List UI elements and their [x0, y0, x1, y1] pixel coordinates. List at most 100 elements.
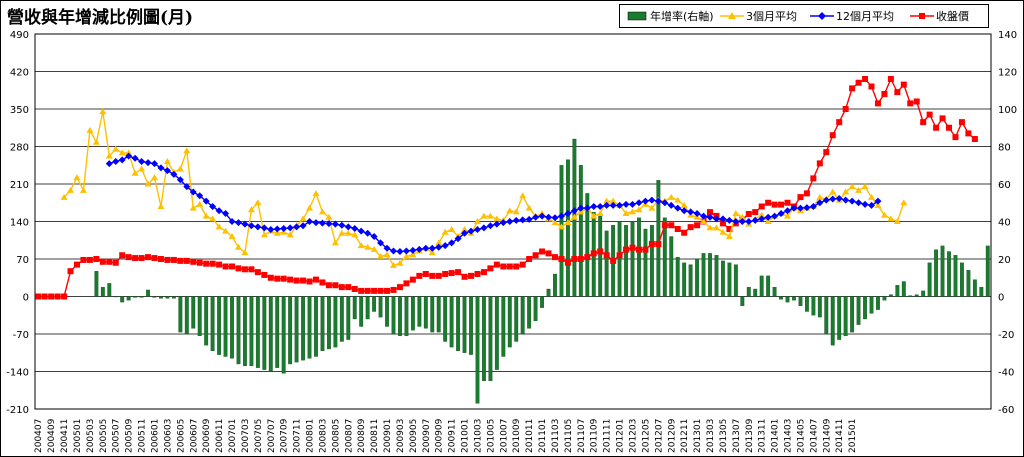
avg-12m-point [784, 207, 792, 215]
close-price-point [235, 265, 242, 272]
right-axis-tick: 0 [998, 293, 1004, 304]
close-price-point [648, 241, 655, 247]
avg-3m-point [228, 233, 236, 239]
yoy-bar [546, 288, 551, 297]
yoy-bar [191, 296, 196, 329]
avg-12m-point [725, 216, 733, 224]
x-axis-tick: 200801 [306, 419, 316, 453]
x-axis-tick: 200605 [176, 419, 186, 453]
yoy-bar [204, 296, 209, 346]
close-price-point [461, 273, 468, 280]
close-price-point [306, 278, 313, 285]
close-price-point [551, 254, 558, 261]
close-price-point [480, 269, 487, 276]
avg-3m-point [99, 108, 107, 115]
avg-12m-point [700, 212, 708, 220]
avg-3m-point [738, 213, 746, 220]
yoy-bar [927, 262, 932, 297]
yoy-bar [688, 264, 693, 297]
yoy-bar [721, 260, 725, 297]
yoy-bar [733, 264, 738, 297]
avg-3m-point [325, 213, 333, 220]
avg-12m-point [351, 224, 359, 232]
yoy-bar [333, 296, 338, 348]
avg-12m-point [583, 204, 591, 212]
yoy-bar [585, 193, 590, 297]
close-price-point [849, 85, 856, 92]
avg-3m-point [86, 126, 94, 133]
x-axis-tick: 200709 [280, 418, 290, 453]
yoy-bar [643, 228, 648, 297]
avg-12m-point [306, 218, 314, 225]
avg-3m-point [861, 183, 869, 190]
yoy-bar [753, 288, 758, 297]
yoy-bar [281, 296, 286, 374]
yoy-bar [197, 296, 202, 337]
close-price-point [668, 222, 675, 229]
x-axis-tick: 200411 [60, 419, 70, 453]
avg-12m-point [680, 207, 688, 215]
avg-3m-point [609, 197, 617, 204]
x-axis-tick: 201009 [512, 418, 522, 453]
yoy-bar [662, 217, 667, 297]
avg-12m-point [222, 209, 230, 217]
yoy-bar [469, 296, 473, 355]
close-price-point [48, 293, 55, 300]
avg-12m-point [112, 158, 120, 165]
close-price-point [319, 279, 326, 286]
avg-12m-point [732, 218, 740, 225]
avg-12m-point [603, 201, 611, 209]
x-axis-tick: 200901 [383, 419, 393, 453]
avg-3m-point [764, 218, 772, 224]
avg-3m-point [648, 204, 656, 211]
close-price-point [86, 256, 93, 263]
avg-12m-point [286, 224, 294, 232]
avg-12m-point [654, 197, 662, 205]
x-axis-tick: 200603 [163, 419, 173, 453]
avg-3m-point [254, 199, 262, 206]
yoy-bar [301, 296, 305, 361]
close-price-point [216, 261, 223, 268]
avg-3m-point [306, 204, 314, 211]
avg-3m-point [473, 218, 481, 224]
yoy-bar [727, 262, 732, 297]
close-price-point [881, 91, 888, 97]
yoy-bar [856, 296, 861, 325]
avg-3m-point [706, 224, 714, 231]
avg-3m-point [222, 227, 230, 234]
avg-3m-point [712, 224, 720, 231]
close-price-point [971, 136, 978, 142]
avg-12m-point [422, 244, 430, 252]
yoy-bar [443, 296, 448, 342]
close-price-point [694, 222, 701, 229]
close-price-point [409, 276, 416, 283]
yoy-bar [230, 296, 234, 359]
yoy-bar [876, 296, 880, 310]
avg-12m-point [105, 160, 113, 168]
avg-3m-point [842, 188, 850, 195]
right-axis-tick: 80 [998, 143, 1011, 154]
avg-12m-point [493, 220, 501, 228]
yoy-bar [966, 270, 971, 297]
avg-12m-point [667, 201, 675, 209]
avg-12m-point [861, 200, 869, 208]
yoy-bar [837, 296, 842, 340]
close-price-point [958, 119, 965, 126]
right-axis-tick: 100 [998, 105, 1017, 116]
close-price-point [758, 203, 765, 210]
avg-3m-point [144, 180, 152, 187]
x-axis-tick: 201003 [473, 419, 483, 453]
yoy-bar [617, 221, 622, 297]
left-axis-tick: -70 [13, 330, 29, 341]
avg-3m-point [622, 209, 630, 216]
right-axis-tick: -40 [998, 368, 1014, 379]
close-price-point [80, 256, 87, 263]
left-axis-tick: -140 [6, 368, 29, 379]
avg-12m-point [745, 218, 753, 225]
close-price-point [196, 259, 203, 266]
x-axis-tick: 201405 [796, 419, 806, 453]
avg-12m-point [215, 207, 223, 215]
x-axis-tick: 200807 [344, 419, 354, 453]
x-axis-tick: 200705 [254, 419, 264, 453]
close-price-point [203, 260, 210, 267]
